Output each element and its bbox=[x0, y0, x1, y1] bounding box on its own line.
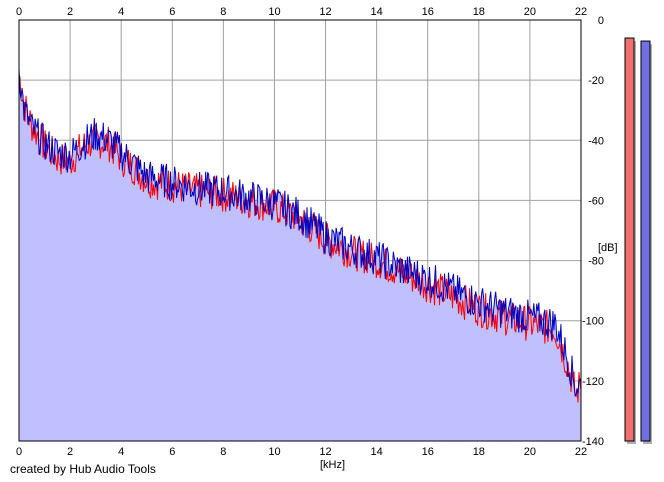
x-tick-label-top: 22 bbox=[575, 6, 587, 18]
spectrum-fill-area bbox=[19, 68, 581, 441]
y-tick-label: -80 bbox=[588, 256, 604, 268]
x-tick-label-top: 16 bbox=[422, 6, 434, 18]
x-tick-label-bottom: 8 bbox=[220, 446, 226, 458]
x-tick-label-bottom: 6 bbox=[169, 446, 175, 458]
level-meters bbox=[624, 37, 652, 445]
x-tick-label-top: 20 bbox=[524, 6, 536, 18]
series-blue-line bbox=[18, 68, 582, 398]
y-tick-label: -120 bbox=[582, 376, 604, 388]
x-tick-label-top: 18 bbox=[473, 6, 485, 18]
x-tick-label-bottom: 4 bbox=[118, 446, 124, 458]
y-axis-label: [dB] bbox=[598, 242, 618, 254]
x-tick-label-top: 14 bbox=[371, 6, 383, 18]
x-tick-label-bottom: 0 bbox=[16, 446, 22, 458]
credit-text: created by Hub Audio Tools bbox=[10, 462, 156, 476]
x-tick-label-bottom: 10 bbox=[268, 446, 280, 458]
y-tick-label: -100 bbox=[582, 316, 604, 328]
plot-border bbox=[18, 19, 582, 442]
x-axis-label: [kHz] bbox=[320, 459, 345, 471]
level-meter-bar bbox=[640, 40, 651, 442]
x-tick-label-bottom: 22 bbox=[575, 446, 587, 458]
x-tick-label-bottom: 20 bbox=[524, 446, 536, 458]
x-tick-label-bottom: 12 bbox=[319, 446, 331, 458]
x-tick-label-bottom: 14 bbox=[371, 446, 383, 458]
y-tick-label: -60 bbox=[588, 195, 604, 207]
level-meter-bar bbox=[624, 37, 635, 442]
x-tick-label-top: 0 bbox=[16, 6, 22, 18]
x-tick-label-top: 12 bbox=[319, 6, 331, 18]
x-tick-label-top: 4 bbox=[118, 6, 124, 18]
x-tick-label-top: 6 bbox=[169, 6, 175, 18]
x-tick-label-bottom: 2 bbox=[67, 446, 73, 458]
y-tick-label: -20 bbox=[588, 75, 604, 87]
y-tick-label: -140 bbox=[582, 436, 604, 448]
y-tick-label: -40 bbox=[588, 135, 604, 147]
x-tick-label-top: 2 bbox=[67, 6, 73, 18]
y-tick-labels: 0 -20 -40 -60 -80 -100 -120 -140 bbox=[582, 15, 604, 448]
x-tick-labels-bottom: 0 2 4 6 8 10 12 14 16 18 20 22 bbox=[16, 446, 587, 458]
y-tick-label: 0 bbox=[598, 15, 604, 27]
x-tick-label-bottom: 18 bbox=[473, 446, 485, 458]
x-tick-label-bottom: 16 bbox=[422, 446, 434, 458]
x-tick-labels-top: 0 2 4 6 8 10 12 14 16 18 20 22 bbox=[16, 6, 587, 18]
x-tick-label-top: 8 bbox=[220, 6, 226, 18]
x-tick-label-top: 10 bbox=[268, 6, 280, 18]
